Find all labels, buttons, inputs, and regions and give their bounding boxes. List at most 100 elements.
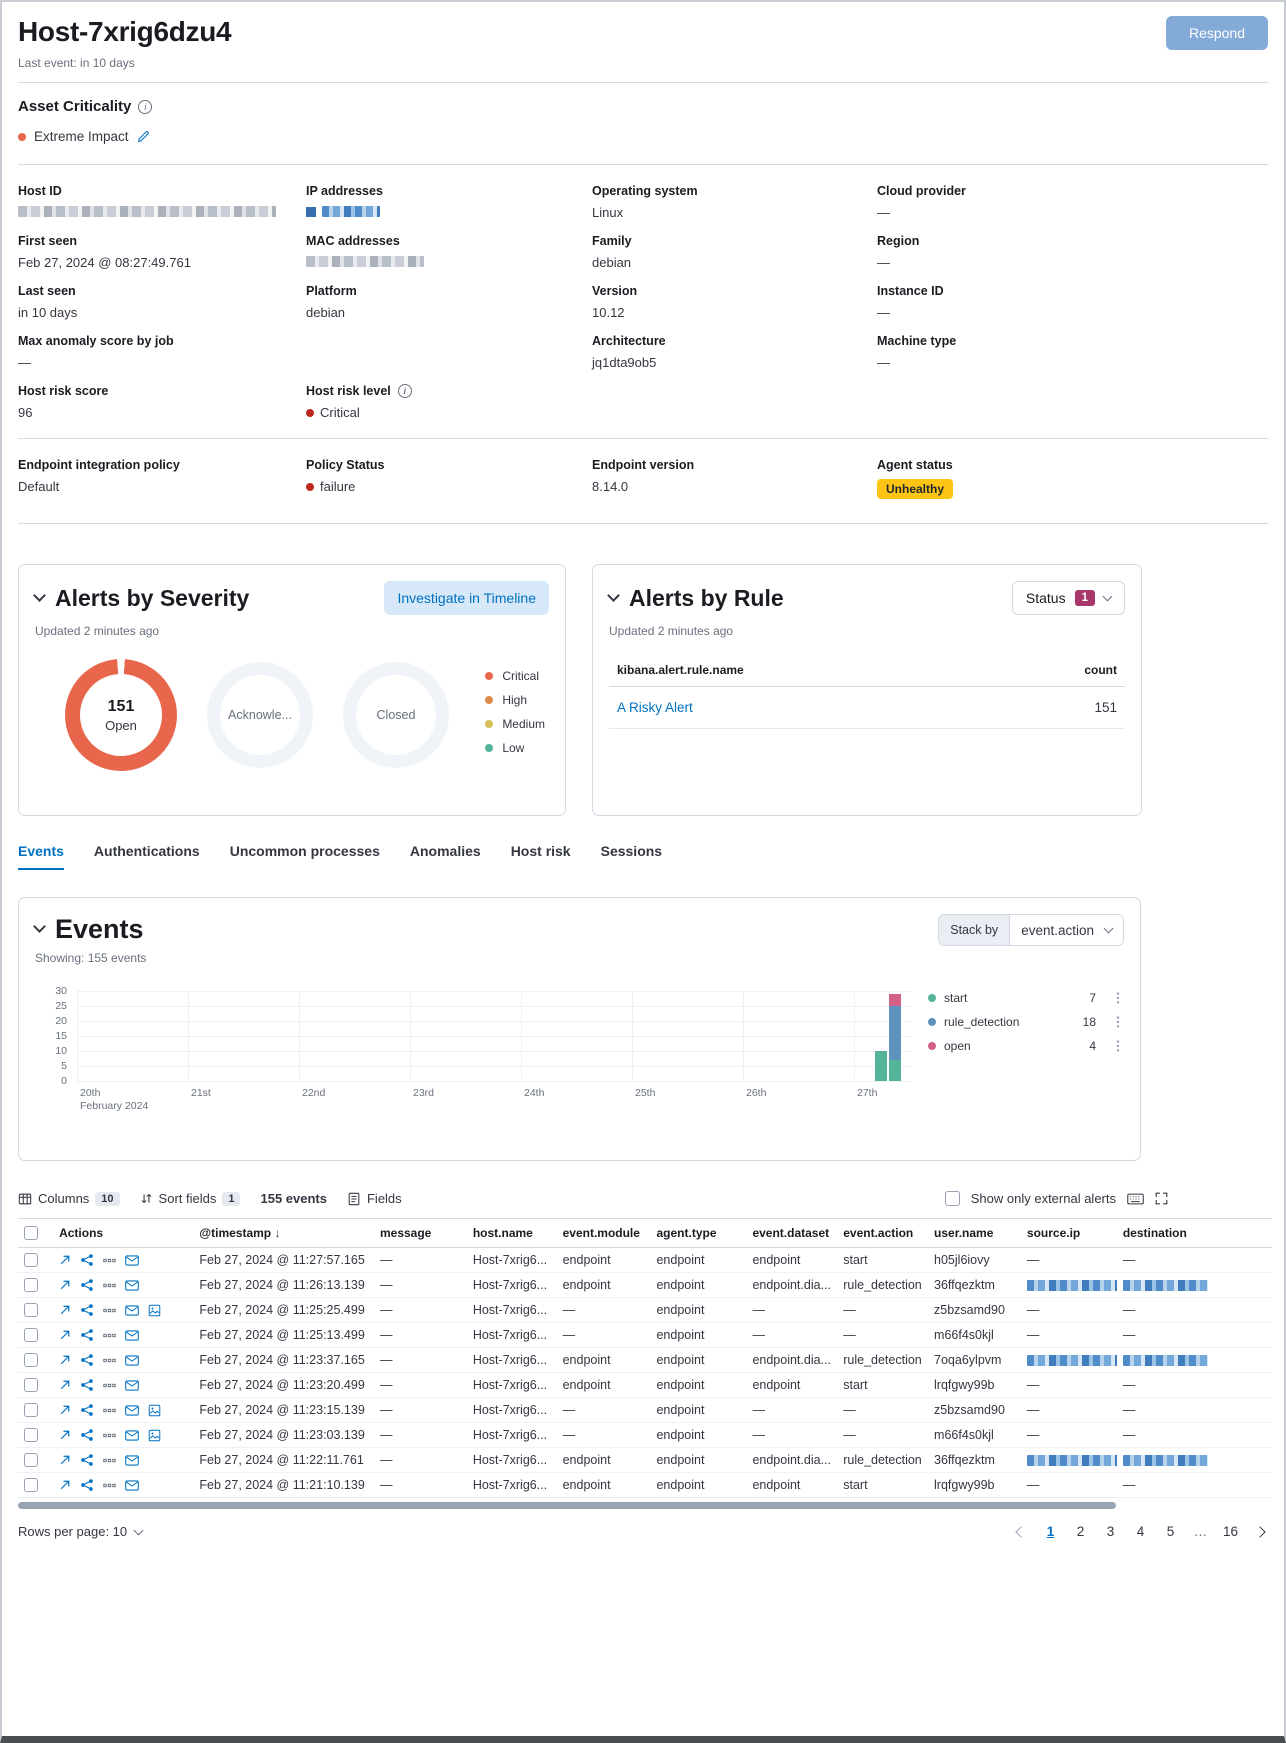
- session-view-icon[interactable]: [148, 1429, 161, 1442]
- expand-event-icon[interactable]: [59, 1454, 71, 1466]
- more-actions-icon[interactable]: [103, 1354, 116, 1367]
- stack-by-select[interactable]: event.action: [1010, 915, 1123, 945]
- session-view-icon[interactable]: [148, 1404, 161, 1417]
- column-header-source-ip[interactable]: source.ip: [1020, 1218, 1117, 1248]
- column-header-host-name[interactable]: host.name: [466, 1218, 557, 1248]
- column-header-actions[interactable]: Actions: [53, 1218, 194, 1248]
- more-actions-icon[interactable]: [103, 1404, 116, 1417]
- row-checkbox[interactable]: [24, 1253, 38, 1267]
- external-alerts-checkbox[interactable]: [944, 1191, 960, 1206]
- row-checkbox[interactable]: [24, 1328, 38, 1342]
- row-checkbox[interactable]: [24, 1453, 38, 1467]
- fullscreen-icon[interactable]: [1155, 1192, 1168, 1205]
- edit-pencil-icon[interactable]: [137, 130, 150, 143]
- open-details-icon[interactable]: [125, 1304, 139, 1316]
- more-actions-icon[interactable]: [103, 1429, 116, 1442]
- analyze-event-icon[interactable]: [80, 1478, 94, 1492]
- analyze-event-icon[interactable]: [80, 1353, 94, 1367]
- column-header-message[interactable]: message: [373, 1218, 467, 1248]
- host-name-cell[interactable]: Host-7xrig6...: [466, 1272, 557, 1298]
- analyze-event-icon[interactable]: [80, 1453, 94, 1467]
- user-name-cell[interactable]: 7oqa6ylpvm: [928, 1347, 1021, 1373]
- previous-page-button[interactable]: [1009, 1520, 1033, 1544]
- rule-name-link[interactable]: A Risky Alert: [617, 700, 693, 715]
- user-name-cell[interactable]: z5bzsamd90: [928, 1297, 1021, 1323]
- more-actions-icon[interactable]: [103, 1279, 116, 1292]
- user-name-cell[interactable]: 36ffqezktm: [928, 1447, 1021, 1473]
- column-header-agent-type[interactable]: agent.type: [650, 1218, 747, 1248]
- chart-bar[interactable]: [875, 1051, 887, 1081]
- pagination-page-3[interactable]: 3: [1106, 1524, 1115, 1539]
- more-actions-icon[interactable]: [103, 1329, 116, 1342]
- column-header-event-action[interactable]: event.action: [837, 1218, 929, 1248]
- collapse-chevron-icon[interactable]: [33, 920, 46, 933]
- pagination-page-2[interactable]: 2: [1076, 1524, 1085, 1539]
- investigate-in-timeline-button[interactable]: Investigate in Timeline: [384, 581, 549, 615]
- pagination-page-1[interactable]: 1: [1046, 1524, 1055, 1539]
- column-header-destination[interactable]: destination: [1116, 1218, 1272, 1248]
- analyze-event-icon[interactable]: [80, 1428, 94, 1442]
- respond-button[interactable]: Respond: [1165, 16, 1268, 50]
- column-header-event-dataset[interactable]: event.dataset: [746, 1218, 838, 1248]
- user-name-cell[interactable]: z5bzsamd90: [928, 1397, 1021, 1423]
- column-header-event-module[interactable]: event.module: [556, 1218, 651, 1248]
- row-checkbox[interactable]: [24, 1353, 38, 1367]
- user-name-cell[interactable]: h05jl6iovy: [928, 1247, 1021, 1273]
- status-filter-button[interactable]: Status 1: [1011, 581, 1125, 615]
- expand-event-icon[interactable]: [59, 1404, 71, 1416]
- pagination-page-16[interactable]: 16: [1222, 1524, 1239, 1539]
- analyze-event-icon[interactable]: [80, 1378, 94, 1392]
- analyze-event-icon[interactable]: [80, 1328, 94, 1342]
- user-name-cell[interactable]: 36ffqezktm: [928, 1272, 1021, 1298]
- pagination-page-5[interactable]: 5: [1166, 1524, 1175, 1539]
- legend-menu-icon[interactable]: [1116, 1015, 1120, 1029]
- open-details-icon[interactable]: [125, 1329, 139, 1341]
- user-name-cell[interactable]: lrqfgwy99b: [928, 1472, 1021, 1498]
- host-name-cell[interactable]: Host-7xrig6...: [466, 1422, 557, 1448]
- row-checkbox[interactable]: [24, 1403, 38, 1417]
- host-name-cell[interactable]: Host-7xrig6...: [466, 1472, 557, 1498]
- row-checkbox[interactable]: [24, 1478, 38, 1492]
- sort-fields-button[interactable]: Sort fields 1: [140, 1191, 241, 1206]
- tab-host-risk[interactable]: Host risk: [510, 843, 571, 859]
- open-details-icon[interactable]: [125, 1354, 139, 1366]
- host-name-cell[interactable]: Host-7xrig6...: [466, 1297, 557, 1323]
- next-page-button[interactable]: [1248, 1520, 1272, 1544]
- tab-uncommon-processes[interactable]: Uncommon processes: [229, 843, 380, 859]
- analyze-event-icon[interactable]: [80, 1403, 94, 1417]
- tab-authentications[interactable]: Authentications: [93, 843, 200, 859]
- acknowledged-alerts-donut[interactable]: Acknowle...: [207, 662, 313, 768]
- rows-per-page-button[interactable]: Rows per page: 10: [18, 1524, 144, 1539]
- collapse-chevron-icon[interactable]: [33, 589, 46, 602]
- select-all-checkbox[interactable]: [24, 1226, 38, 1240]
- more-actions-icon[interactable]: [103, 1254, 116, 1267]
- open-details-icon[interactable]: [125, 1379, 139, 1391]
- row-checkbox[interactable]: [24, 1378, 38, 1392]
- legend-menu-icon[interactable]: [1116, 1039, 1120, 1053]
- session-view-icon[interactable]: [148, 1304, 161, 1317]
- pagination-page-4[interactable]: 4: [1136, 1524, 1145, 1539]
- expand-event-icon[interactable]: [59, 1329, 71, 1341]
- chart-bar[interactable]: [889, 994, 901, 1081]
- host-name-cell[interactable]: Host-7xrig6...: [466, 1447, 557, 1473]
- more-actions-icon[interactable]: [103, 1379, 116, 1392]
- open-details-icon[interactable]: [125, 1429, 139, 1441]
- user-name-cell[interactable]: m66f4s0kjl: [928, 1422, 1021, 1448]
- expand-event-icon[interactable]: [59, 1479, 71, 1491]
- expand-event-icon[interactable]: [59, 1304, 71, 1316]
- user-name-cell[interactable]: lrqfgwy99b: [928, 1372, 1021, 1398]
- row-checkbox[interactable]: [24, 1428, 38, 1442]
- column-header-user-name[interactable]: user.name: [928, 1218, 1021, 1248]
- more-actions-icon[interactable]: [103, 1479, 116, 1492]
- legend-menu-icon[interactable]: [1116, 991, 1120, 1005]
- user-name-cell[interactable]: m66f4s0kjl: [928, 1322, 1021, 1348]
- open-details-icon[interactable]: [125, 1404, 139, 1416]
- host-name-cell[interactable]: Host-7xrig6...: [466, 1397, 557, 1423]
- expand-event-icon[interactable]: [59, 1279, 71, 1291]
- expand-event-icon[interactable]: [59, 1354, 71, 1366]
- analyze-event-icon[interactable]: [80, 1303, 94, 1317]
- expand-event-icon[interactable]: [59, 1429, 71, 1441]
- scrollbar-thumb[interactable]: [18, 1502, 1116, 1509]
- analyze-event-icon[interactable]: [80, 1253, 94, 1267]
- open-details-icon[interactable]: [125, 1279, 139, 1291]
